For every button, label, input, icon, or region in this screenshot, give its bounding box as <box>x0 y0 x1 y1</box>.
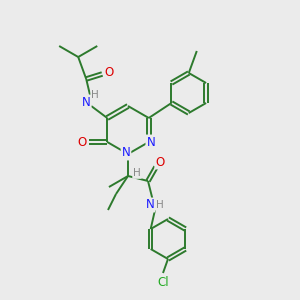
Text: N: N <box>146 199 154 212</box>
Text: O: O <box>105 65 114 79</box>
Text: O: O <box>78 136 87 148</box>
Text: N: N <box>146 136 155 148</box>
Text: N: N <box>122 146 130 160</box>
Text: Cl: Cl <box>157 275 169 289</box>
Text: N: N <box>82 95 91 109</box>
Text: H: H <box>156 200 164 210</box>
Text: H: H <box>91 90 99 100</box>
Text: O: O <box>155 155 165 169</box>
Text: H: H <box>133 168 141 178</box>
